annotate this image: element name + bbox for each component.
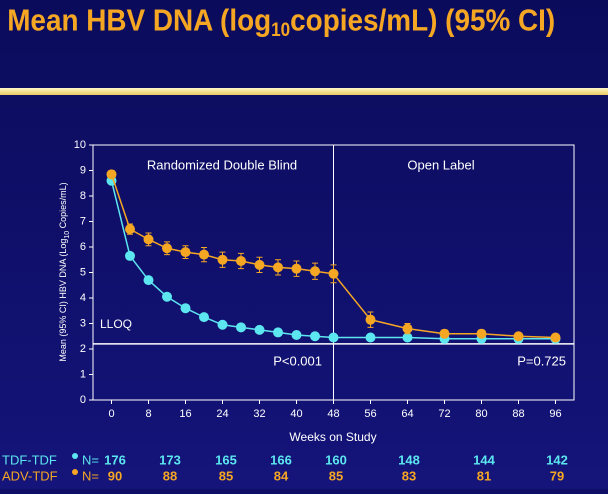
n-value: 85 [329, 468, 343, 483]
n-value: 160 [325, 452, 347, 467]
data-point [125, 224, 135, 235]
x-tick-label: 80 [475, 408, 487, 420]
y-tick-label: 5 [80, 266, 86, 278]
x-tick-label: 0 [108, 408, 114, 420]
data-point [550, 332, 561, 343]
data-point [180, 247, 191, 258]
n-value: 90 [108, 468, 122, 483]
n-value: 165 [215, 452, 237, 467]
n-value: 85 [219, 468, 233, 483]
n-row-marker [72, 453, 78, 459]
y-tick-label: 10 [74, 139, 86, 151]
y-tick-label: 2 [80, 343, 86, 355]
x-tick-label: 16 [179, 408, 191, 420]
n-value: 83 [402, 468, 416, 483]
n-row-marker [72, 469, 78, 475]
y-tick-label: 9 [80, 164, 86, 176]
n-value: 148 [398, 452, 420, 467]
data-point [125, 250, 135, 261]
data-point [106, 169, 117, 180]
n-value: 166 [270, 452, 292, 467]
x-tick-label: 56 [364, 408, 376, 420]
x-tick-label: 40 [290, 408, 302, 420]
n-label: N= [82, 452, 99, 467]
data-point [291, 263, 302, 274]
data-point [180, 303, 191, 314]
data-point [310, 331, 320, 342]
data-point [273, 262, 283, 273]
data-point [476, 328, 487, 339]
data-point [365, 314, 376, 325]
y-axis-label: Mean (95% CI) HBV DNA (Log10 Copies/mL) [58, 182, 70, 361]
data-point [439, 328, 450, 339]
n-value: 84 [274, 468, 289, 483]
annotation: P<0.001 [273, 353, 322, 368]
data-point [291, 329, 302, 340]
data-point [254, 259, 265, 270]
y-tick-label: 1 [80, 368, 86, 380]
y-tick-label: 8 [80, 190, 86, 202]
data-point [217, 319, 228, 330]
data-point [199, 312, 209, 323]
data-point [143, 234, 154, 245]
annotation: P=0.725 [517, 353, 566, 368]
x-tick-label: 64 [401, 408, 413, 420]
data-point [365, 332, 376, 343]
n-value: 144 [473, 452, 495, 467]
x-tick-label: 72 [438, 408, 450, 420]
lloq-label: LLOQ [100, 317, 132, 331]
n-row-label: TDF-TDF [2, 452, 57, 467]
annotation: Randomized Double Blind [147, 157, 297, 172]
y-tick-label: 3 [80, 317, 86, 329]
n-value: 173 [159, 452, 181, 467]
n-value: 88 [163, 468, 177, 483]
y-label-sub: 10 [64, 231, 71, 239]
n-value: 142 [546, 452, 568, 467]
n-row-label: ADV-TDF [2, 468, 58, 483]
divider-band [0, 88, 608, 95]
annotation: Open Label [407, 157, 474, 172]
x-tick-label: 96 [549, 408, 561, 420]
n-value: 81 [477, 468, 491, 483]
data-point [328, 332, 339, 343]
n-label: N= [82, 468, 99, 483]
data-point [402, 323, 413, 334]
data-point [143, 275, 154, 286]
data-point [254, 324, 265, 335]
x-tick-label: 24 [216, 408, 228, 420]
x-tick-label: 8 [145, 408, 151, 420]
data-point [236, 322, 246, 333]
y-tick-label: 6 [80, 241, 86, 253]
n-value: 79 [550, 468, 564, 483]
x-tick-label: 48 [327, 408, 339, 420]
data-point [402, 332, 413, 343]
title-part: Mean HBV DNA (log [7, 3, 271, 38]
x-axis-label: Weeks on Study [289, 430, 376, 444]
y-label-part: Mean (95% CI) HBV DNA (Log [58, 239, 68, 362]
title: Mean HBV DNA (log10copies/mL) (95% CI) [7, 3, 555, 40]
data-point [310, 266, 320, 277]
y-tick-label: 4 [80, 292, 86, 304]
x-tick-label: 32 [253, 408, 265, 420]
y-tick-label: 7 [80, 215, 86, 227]
x-tick-label: 88 [512, 408, 524, 420]
data-point [162, 243, 172, 254]
data-point [328, 268, 339, 279]
y-label-part: Copies/mL) [58, 182, 68, 231]
data-point [162, 291, 172, 302]
y-tick-label: 0 [80, 394, 86, 406]
data-point [199, 249, 209, 260]
data-point [513, 331, 524, 342]
title-part: copies/mL) (95% CI) [290, 3, 555, 38]
data-point [273, 327, 283, 338]
data-point [217, 254, 228, 265]
title-sub: 10 [271, 19, 290, 40]
n-value: 176 [104, 452, 126, 467]
data-point [236, 256, 246, 267]
